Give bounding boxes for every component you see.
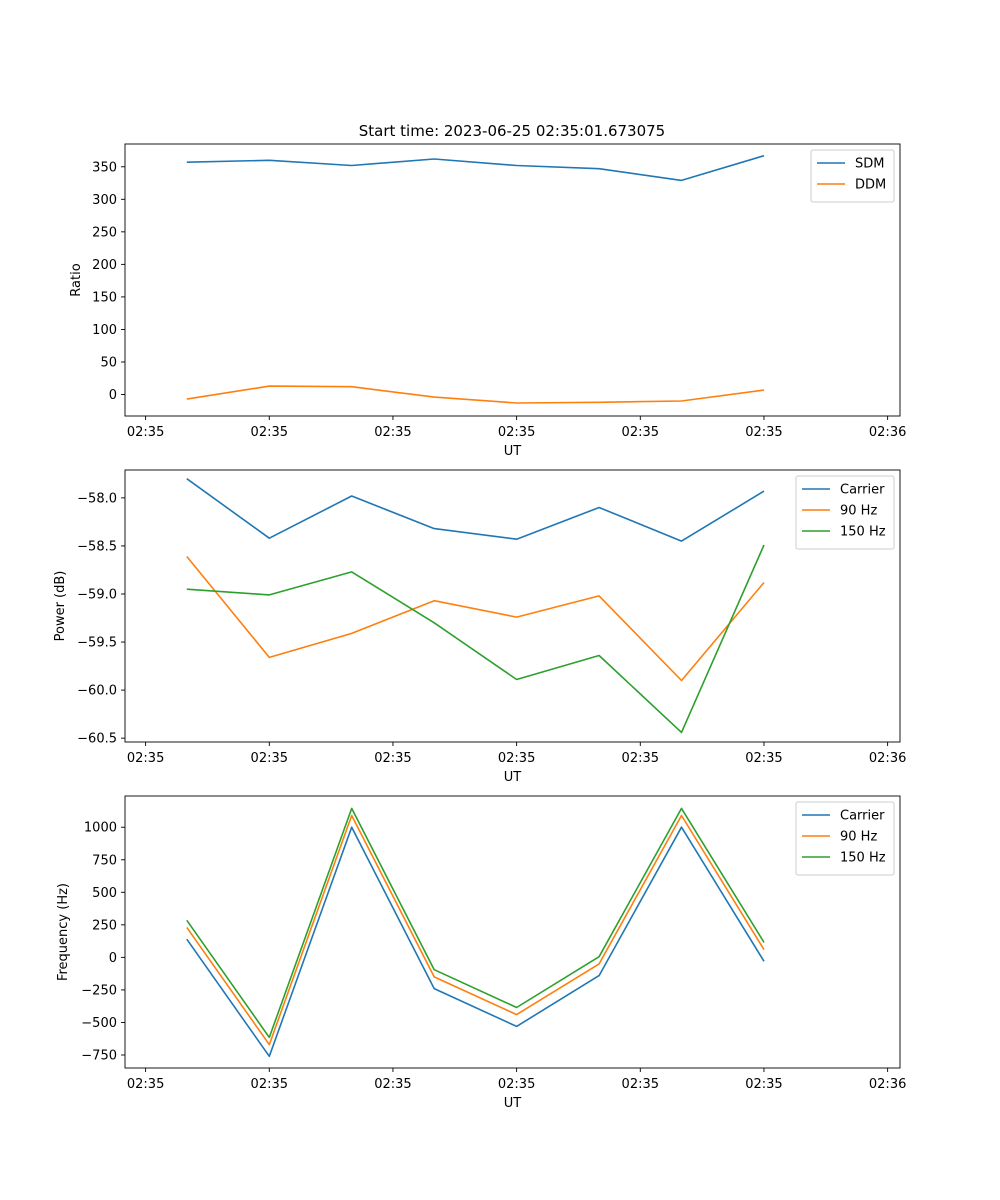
x-axis-label: UT xyxy=(504,1096,522,1111)
y-tick-label: −500 xyxy=(81,1016,117,1031)
y-axis-label: Frequency (Hz) xyxy=(56,883,71,981)
subplots: 02:35 02:35 02:35 02:35 02:35 02:35 02:36 0 50 10… xyxy=(53,143,906,1111)
y-tick-label: −250 xyxy=(81,983,117,998)
x-tick-label: 02:36 xyxy=(869,751,906,766)
y-tick-label: 100 xyxy=(92,323,117,338)
x-tick-label: 02:35 xyxy=(251,425,288,440)
legend-label: DDM xyxy=(855,178,886,193)
x-tick-label: 02:35 xyxy=(374,425,411,440)
legend-1: SDM DDM xyxy=(810,149,895,203)
y-axis-label: Ratio xyxy=(69,263,84,296)
x-tick-label: 02:35 xyxy=(745,751,782,766)
x-tick-label: 02:35 xyxy=(251,751,288,766)
x-tick-label: 02:35 xyxy=(622,1077,659,1092)
x-tick-label: 02:35 xyxy=(622,751,659,766)
y-tick-label: −58.5 xyxy=(77,539,117,554)
y-tick-label: −60.0 xyxy=(77,684,117,699)
x-tick-label: 02:35 xyxy=(622,425,659,440)
y-tick-label: 50 xyxy=(100,355,117,370)
series-line-1-2 xyxy=(186,385,765,404)
x-tick-label: 02:35 xyxy=(374,751,411,766)
axes-frame-3 xyxy=(124,795,901,1069)
y-tick-label: 200 xyxy=(92,258,117,273)
x-tick-label: 02:36 xyxy=(869,425,906,440)
y-tick-label: −750 xyxy=(81,1048,117,1063)
y-tick-label: −59.0 xyxy=(77,587,117,602)
legend-label: SDM xyxy=(855,157,884,172)
x-axis-label: UT xyxy=(504,770,522,785)
x-tick-label: 02:35 xyxy=(498,751,535,766)
legend-2: Carrier 90 Hz 150 Hz xyxy=(795,475,895,550)
legend-label: 150 Hz xyxy=(840,851,886,866)
legend-label: Carrier xyxy=(840,809,885,824)
y-tick-label: −60.5 xyxy=(77,732,117,747)
x-tick-label: 02:36 xyxy=(869,1077,906,1092)
y-tick-label: 500 xyxy=(92,886,117,901)
series-line-2-2 xyxy=(186,555,765,682)
subplot-1: 02:35 02:35 02:35 02:35 02:35 02:35 02:36 0 50 10… xyxy=(69,143,906,459)
subplot-3: 02:35 02:35 02:35 02:35 02:35 02:35 02:36 −750 −… xyxy=(56,795,906,1111)
y-tick-label: −58.0 xyxy=(77,491,117,506)
series-line-3-2 xyxy=(186,814,765,1046)
subplot-2: 02:35 02:35 02:35 02:35 02:35 02:35 02:36 −60.5… xyxy=(53,469,906,785)
y-axis-label: Power (dB) xyxy=(53,571,68,642)
y-tick-label: −59.5 xyxy=(77,636,117,651)
x-tick-label: 02:35 xyxy=(745,1077,782,1092)
x-tick-label: 02:35 xyxy=(251,1077,288,1092)
axes-frame-2 xyxy=(124,469,901,743)
series-line-1-1 xyxy=(186,154,765,182)
x-tick-label: 02:35 xyxy=(127,425,164,440)
x-tick-label: 02:35 xyxy=(498,425,535,440)
y-tick-label: 1000 xyxy=(84,821,117,836)
axes-frame-1 xyxy=(124,143,901,417)
chart-title: Start time: 2023-06-25 02:35:01.673075 xyxy=(359,122,665,140)
x-tick-label: 02:35 xyxy=(127,1077,164,1092)
legend-label: 90 Hz xyxy=(840,504,877,519)
y-tick-label: 350 xyxy=(92,160,117,175)
series-line-3-1 xyxy=(186,826,765,1058)
y-tick-label: 0 xyxy=(109,951,117,966)
y-tick-label: 250 xyxy=(92,918,117,933)
y-tick-label: 300 xyxy=(92,193,117,208)
series-line-2-1 xyxy=(186,478,765,542)
y-tick-label: 150 xyxy=(92,290,117,305)
y-tick-label: 250 xyxy=(92,225,117,240)
series-line-2-3 xyxy=(186,544,765,734)
legend-label: Carrier xyxy=(840,483,885,498)
x-tick-label: 02:35 xyxy=(374,1077,411,1092)
y-tick-label: 750 xyxy=(92,853,117,868)
legend-label: 150 Hz xyxy=(840,525,886,540)
x-axis-label: UT xyxy=(504,444,522,459)
y-tick-label: 0 xyxy=(109,388,117,403)
legend-label: 90 Hz xyxy=(840,830,877,845)
x-tick-label: 02:35 xyxy=(127,751,164,766)
x-tick-label: 02:35 xyxy=(745,425,782,440)
x-tick-label: 02:35 xyxy=(498,1077,535,1092)
series-line-3-3 xyxy=(186,807,765,1039)
legend-3: Carrier 90 Hz 150 Hz xyxy=(795,801,895,876)
